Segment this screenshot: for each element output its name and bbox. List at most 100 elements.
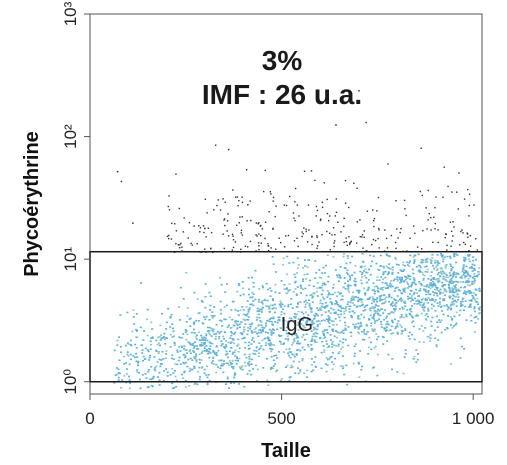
data-point (193, 351, 196, 353)
data-point (387, 271, 390, 273)
data-point (145, 377, 148, 379)
data-point (431, 277, 434, 280)
data-point (402, 263, 405, 266)
data-point (232, 189, 234, 191)
data-point (438, 301, 441, 303)
data-point (203, 347, 206, 350)
data-point (126, 351, 129, 353)
data-point (359, 219, 361, 221)
data-point (136, 369, 139, 371)
data-point (245, 356, 248, 359)
data-point (346, 383, 349, 386)
data-point (425, 259, 428, 262)
data-point (150, 378, 153, 381)
data-point (463, 347, 466, 350)
data-point (250, 276, 253, 279)
data-point (419, 270, 422, 273)
data-point (400, 278, 403, 281)
data-point (376, 300, 379, 303)
data-point (211, 360, 214, 362)
data-point (391, 269, 394, 271)
data-point (380, 308, 383, 310)
data-point (377, 290, 380, 293)
data-point (409, 307, 412, 310)
data-point (399, 281, 402, 284)
data-point (292, 342, 295, 344)
data-point (410, 295, 413, 297)
data-point (351, 255, 354, 258)
data-point (475, 258, 478, 261)
data-point (336, 274, 339, 277)
data-point (250, 330, 253, 332)
data-point (249, 363, 252, 365)
data-point (349, 301, 352, 304)
data-point (221, 364, 224, 367)
data-point (464, 292, 467, 294)
data-point (360, 279, 363, 282)
data-point (239, 366, 242, 368)
data-point (283, 319, 286, 322)
data-point (472, 280, 475, 283)
data-point (197, 331, 200, 334)
data-point (267, 320, 270, 322)
data-point (123, 363, 126, 365)
data-point (281, 263, 284, 266)
data-point (244, 365, 247, 367)
data-point (444, 265, 447, 268)
data-point (409, 278, 412, 281)
data-point (248, 360, 251, 363)
data-point (211, 329, 214, 332)
data-point (208, 341, 211, 344)
data-point (312, 333, 315, 335)
data-point (174, 375, 177, 378)
data-point (369, 254, 372, 257)
data-point (224, 340, 227, 342)
data-point (450, 303, 453, 306)
data-point (292, 291, 295, 293)
data-point (204, 295, 207, 298)
data-point (436, 260, 439, 262)
data-point (132, 355, 135, 357)
data-point (171, 323, 174, 325)
data-point (333, 335, 336, 338)
data-point (359, 323, 362, 325)
data-point (423, 289, 426, 292)
data-point (377, 237, 379, 240)
data-point (128, 387, 131, 390)
data-point (137, 360, 140, 363)
data-point (257, 324, 260, 326)
data-point (326, 343, 329, 345)
data-point (224, 344, 227, 346)
data-point (395, 302, 398, 304)
data-point (357, 322, 360, 325)
data-point (250, 363, 253, 365)
data-point (305, 311, 308, 314)
data-point (303, 349, 306, 351)
data-point (406, 277, 409, 280)
data-point (270, 343, 273, 346)
data-point (355, 242, 358, 244)
data-point (459, 276, 462, 279)
data-point (391, 285, 394, 288)
data-point (200, 367, 203, 369)
data-point (467, 258, 470, 260)
data-point (119, 345, 122, 348)
data-point (371, 243, 373, 246)
data-point (135, 352, 138, 355)
data-point (144, 347, 147, 350)
data-point (422, 341, 425, 343)
data-point (346, 303, 349, 306)
data-point (194, 355, 197, 358)
data-point (373, 292, 376, 295)
data-point (232, 300, 235, 303)
data-point (381, 298, 384, 301)
data-point (175, 385, 178, 388)
data-point (331, 303, 334, 306)
data-point (261, 306, 264, 309)
data-point (350, 331, 353, 334)
data-point (364, 309, 367, 311)
data-point (441, 256, 444, 258)
data-point (213, 306, 216, 308)
data-point (343, 253, 346, 255)
